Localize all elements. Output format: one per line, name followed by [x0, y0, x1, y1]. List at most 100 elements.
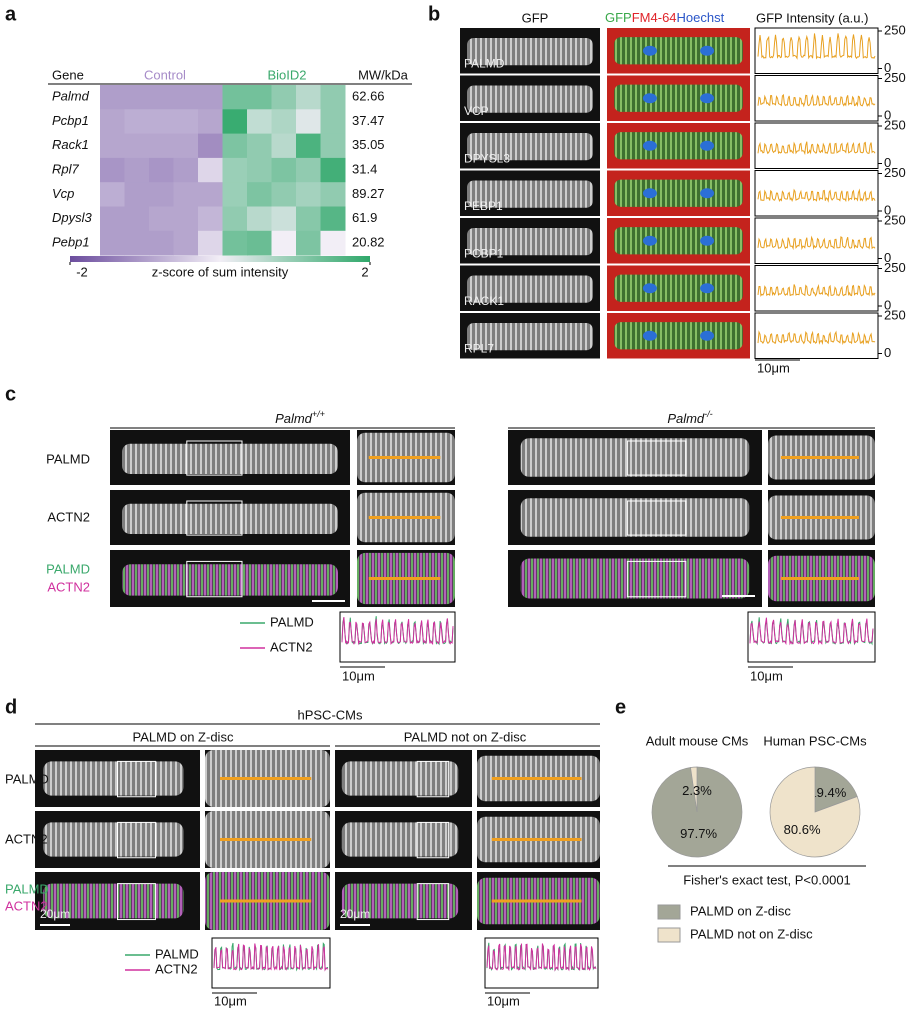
heat-cell [247, 182, 272, 207]
heat-cell [173, 182, 199, 207]
heat-cell [149, 133, 174, 159]
heat-cell [222, 85, 248, 110]
heat-cell [198, 133, 223, 159]
heat-cell [149, 157, 174, 183]
micrograph [607, 218, 750, 264]
mw-value: 37.47 [352, 113, 385, 128]
mw-value: 35.05 [352, 137, 385, 152]
nucleus [700, 140, 715, 151]
micrograph [110, 550, 350, 607]
y-tick-label: 0 [884, 107, 891, 122]
micrograph [357, 430, 455, 485]
micrograph [460, 75, 600, 121]
row-label: DPYSL3 [464, 152, 510, 166]
y-tick-label: 0 [884, 297, 891, 312]
micrograph [357, 550, 455, 607]
nucleus [700, 93, 715, 104]
legend-entry: ACTN2 [155, 961, 198, 976]
heat-cell [222, 109, 248, 135]
heat-cell [222, 133, 248, 159]
cell [43, 761, 184, 796]
heat-cell [149, 206, 174, 232]
trace [757, 33, 876, 60]
heat-cell [124, 133, 150, 159]
cell [467, 323, 593, 351]
cell [467, 180, 593, 208]
micrograph [768, 430, 875, 485]
micrograph [460, 265, 600, 311]
heat-cell [124, 109, 150, 135]
cell [614, 227, 743, 255]
heat-cell [296, 230, 321, 256]
cell [467, 38, 593, 66]
roi-box [626, 440, 687, 476]
heat-cell [173, 133, 199, 159]
roi-box [186, 500, 243, 536]
group-label: hPSC-CMs [297, 707, 363, 722]
micrograph [508, 550, 762, 607]
genotype-label: Palmd+/+ [275, 409, 325, 426]
genotype-base: Palmd [667, 411, 705, 426]
pie-slice [769, 766, 861, 858]
trace [341, 617, 454, 646]
nucleus [700, 330, 715, 341]
panel-letter: e [615, 696, 626, 718]
roi-box [117, 821, 156, 859]
legend-entry: PALMD [155, 946, 199, 961]
heat-cell [271, 157, 297, 183]
roi-box [416, 760, 450, 798]
micrograph [335, 811, 472, 868]
genotype-label: Palmd-/- [667, 409, 712, 426]
legend-swatch [657, 904, 681, 920]
heat-cell [296, 133, 321, 159]
heat-cell [247, 206, 272, 232]
roi-box [117, 883, 156, 921]
roi-box [416, 883, 450, 921]
legend-swatch [657, 927, 681, 943]
pie-label: 19.4% [809, 785, 846, 800]
scale-bar-label: 10μm [750, 668, 783, 683]
heat-cell [173, 230, 199, 256]
heat-cell [247, 133, 272, 159]
heat-cell [198, 206, 223, 232]
heat-cell [320, 133, 346, 159]
heat-cell [100, 133, 125, 159]
cell [467, 228, 593, 256]
cell [614, 274, 743, 302]
cell [614, 84, 743, 112]
row-label: ACTN2 [47, 579, 90, 594]
header: BioID2 [267, 67, 306, 82]
micrograph [205, 811, 330, 868]
heat-cell [173, 85, 199, 110]
heat-cell [124, 157, 150, 183]
nucleus [642, 188, 657, 199]
row-label: PALMD [46, 451, 90, 466]
legend-entry: PALMD not on Z-disc [690, 926, 813, 941]
heat-cell [271, 133, 297, 159]
y-tick-label: 250 [884, 165, 906, 180]
header-part: FM4-64 [632, 10, 677, 25]
heat-cell [149, 109, 174, 135]
heat-cell [296, 182, 321, 207]
heat-cell [247, 109, 272, 135]
panel-letter: d [5, 696, 17, 718]
scale-bar-label: 20μm [40, 907, 70, 921]
nucleus [642, 140, 657, 151]
y-tick-label: 0 [884, 345, 891, 360]
heat-cell [296, 109, 321, 135]
heat-cell [320, 109, 346, 135]
scale-bar-label: 10μm [757, 360, 790, 375]
pie-slice [814, 766, 858, 813]
scale-bar-label: 10μm [487, 993, 520, 1008]
nucleus [700, 188, 715, 199]
trace [749, 617, 874, 646]
cell [614, 37, 743, 65]
heat-cell [247, 230, 272, 256]
roi-box [186, 560, 243, 598]
column-header: GFP Intensity (a.u.) [756, 10, 868, 25]
trace [486, 943, 597, 972]
heat-cell [173, 206, 199, 232]
micrograph [768, 550, 875, 607]
y-tick-label: 250 [884, 307, 906, 322]
